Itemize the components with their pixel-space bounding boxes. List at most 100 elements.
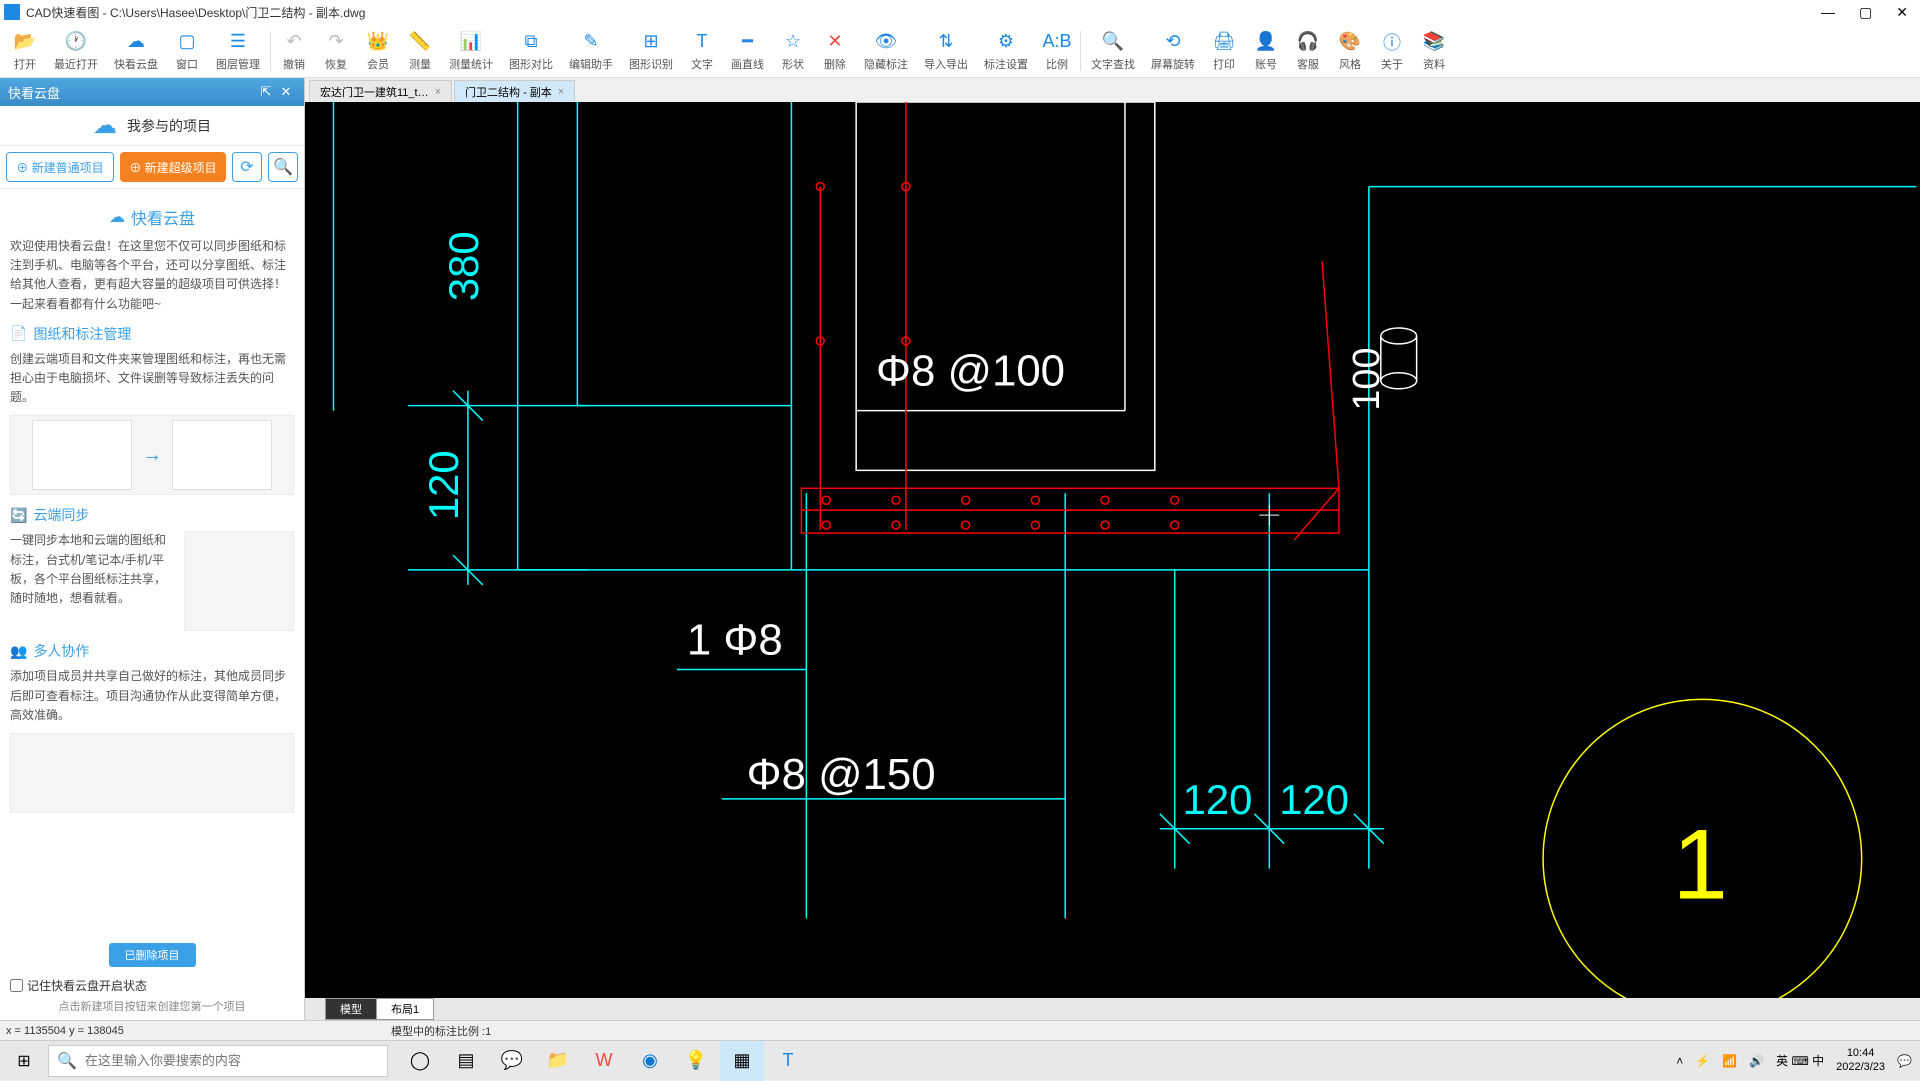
taskbar-search[interactable]: 🔍 <box>48 1045 388 1077</box>
tool-图层管理[interactable]: ☰图层管理 <box>208 25 268 77</box>
tool-编辑助手[interactable]: ✎编辑助手 <box>561 25 621 77</box>
tool-打开[interactable]: 📂打开 <box>4 25 46 77</box>
document-tab[interactable]: 门卫二结构 - 副本× <box>454 80 575 102</box>
maximize-button[interactable]: ▢ <box>1859 4 1872 21</box>
layout-tabs: 模型布局1 <box>305 998 1920 1020</box>
new-super-project-button[interactable]: ⊕ 新建超级项目 <box>120 152 226 182</box>
wechat-icon[interactable]: 💬 <box>490 1041 534 1081</box>
tool-icon: 📚 <box>1422 30 1446 54</box>
tray-ime[interactable]: 英 ⌨ 中 <box>1776 1052 1824 1069</box>
start-button[interactable]: ⊞ <box>0 1041 48 1081</box>
sidebar-pin-icon[interactable]: ⇱ <box>256 84 276 100</box>
tool-label: 图层管理 <box>216 56 260 72</box>
taskview-icon[interactable]: ◯ <box>398 1041 442 1081</box>
tool-最近打开[interactable]: 🕐最近打开 <box>46 25 106 77</box>
layout-tab[interactable]: 模型 <box>325 998 377 1020</box>
tray-wifi-icon[interactable]: 📶 <box>1722 1054 1737 1068</box>
tool-label: 打开 <box>14 56 36 72</box>
tool-撤销[interactable]: ↶撤销 <box>273 25 315 77</box>
explorer-icon[interactable]: 📁 <box>536 1041 580 1081</box>
tool-文字查找[interactable]: 🔍文字查找 <box>1083 25 1143 77</box>
tool-label: 图形识别 <box>629 56 673 72</box>
tray-chevron-icon[interactable]: ˄ <box>1676 1054 1683 1068</box>
tool-删除[interactable]: ✕删除 <box>814 25 856 77</box>
tool-导入导出[interactable]: ⇅导入导出 <box>916 25 976 77</box>
tool-label: 窗口 <box>176 56 198 72</box>
tray-volume-icon[interactable]: 🔊 <box>1749 1054 1764 1068</box>
illustration-box <box>32 420 132 490</box>
minimize-button[interactable]: — <box>1821 4 1835 21</box>
illustration-1: → <box>10 415 294 495</box>
app-icon <box>4 4 20 20</box>
app-icon-2[interactable]: 💡 <box>674 1041 718 1081</box>
cad-app-icon[interactable]: ▦ <box>720 1041 764 1081</box>
tool-文字[interactable]: T文字 <box>681 25 723 77</box>
tool-测量统计[interactable]: 📊测量统计 <box>441 25 501 77</box>
tool-画直线[interactable]: ━画直线 <box>723 25 772 77</box>
tool-label: 画直线 <box>731 56 764 72</box>
section-text-1: 创建云端项目和文件夹来管理图纸和标注，再也无需担心由于电脑损坏、文件误删等导致标… <box>10 350 294 408</box>
taskbar: ⊞ 🔍 ◯ ▤ 💬 📁 W ◉ 💡 ▦ T ˄ ⚡ 📶 🔊 英 ⌨ 中 10:4… <box>0 1040 1920 1080</box>
tool-icon: 👤 <box>1254 30 1278 54</box>
people-icon: 👥 <box>10 643 27 660</box>
tray-notifications-icon[interactable]: 💬 <box>1897 1054 1912 1068</box>
tool-图形对比[interactable]: ⧉图形对比 <box>501 25 561 77</box>
drawing-canvas[interactable]: 380 120 Φ8 @100 100 1 Φ8 Φ8 @150 120 120… <box>305 102 1920 998</box>
tool-label: 最近打开 <box>54 56 98 72</box>
sidebar-title: 快看云盘 <box>8 83 256 102</box>
refresh-button[interactable]: ⟳ <box>232 152 262 182</box>
tool-会员[interactable]: 👑会员 <box>357 25 399 77</box>
heading-1-label: 图纸和标注管理 <box>33 324 131 344</box>
tool-屏幕旋转[interactable]: ⟲屏幕旋转 <box>1143 25 1203 77</box>
new-normal-project-button[interactable]: ⊕ 新建普通项目 <box>6 152 114 182</box>
search-button[interactable]: 🔍 <box>268 152 298 182</box>
document-tab[interactable]: 宏达门卫一建筑11_t…× <box>309 80 452 102</box>
tool-标注设置[interactable]: ⚙标注设置 <box>976 25 1036 77</box>
section-text-2: 一键同步本地和云端的图纸和标注，台式机/笔记本/手机/平板，各个平台图纸标注共享… <box>10 531 176 608</box>
search-input[interactable] <box>85 1053 379 1068</box>
tray-clock[interactable]: 10:44 2022/3/23 <box>1836 1047 1885 1073</box>
section-heading-2: 🔄云端同步 <box>10 505 294 525</box>
tool-比例[interactable]: A:B比例 <box>1036 25 1078 77</box>
deleted-projects-button[interactable]: 已删除项目 <box>109 943 196 967</box>
sidebar-project-row[interactable]: ☁ 我参与的项目 <box>0 106 304 146</box>
tool-icon: ☁ <box>124 30 148 54</box>
brand-title: ☁快看云盘 <box>10 205 294 229</box>
tool-label: 会员 <box>367 56 389 72</box>
tab-close-icon[interactable]: × <box>435 86 441 98</box>
edge-icon[interactable]: ◉ <box>628 1041 672 1081</box>
sidebar-close-icon[interactable]: ✕ <box>276 84 296 100</box>
system-tray: ˄ ⚡ 📶 🔊 英 ⌨ 中 10:44 2022/3/23 💬 <box>1676 1047 1920 1073</box>
tool-风格[interactable]: 🎨风格 <box>1329 25 1371 77</box>
tool-打印[interactable]: 🖨打印 <box>1203 25 1245 77</box>
section-heading-1: 📄图纸和标注管理 <box>10 324 294 344</box>
tool-形状[interactable]: ☆形状 <box>772 25 814 77</box>
heading-2-label: 云端同步 <box>33 505 89 525</box>
tool-关于[interactable]: ⓘ关于 <box>1371 25 1413 77</box>
app-icon-3[interactable]: T <box>766 1041 810 1081</box>
tool-隐藏标注[interactable]: 👁隐藏标注 <box>856 25 916 77</box>
tool-图形识别[interactable]: ⊞图形识别 <box>621 25 681 77</box>
tool-资料[interactable]: 📚资料 <box>1413 25 1455 77</box>
footer-hint: 点击新建项目按钮来创建您第一个项目 <box>10 998 294 1014</box>
cad-drawing: 380 120 Φ8 @100 100 1 Φ8 Φ8 @150 120 120… <box>305 102 1920 998</box>
app-icon-1[interactable]: ▤ <box>444 1041 488 1081</box>
remember-checkbox-row[interactable]: 记住快看云盘开启状态 <box>10 973 294 998</box>
tab-close-icon[interactable]: × <box>558 86 564 98</box>
tool-账号[interactable]: 👤账号 <box>1245 25 1287 77</box>
arrow-icon: → <box>142 444 162 467</box>
layout-tab[interactable]: 布局1 <box>376 998 434 1020</box>
close-button[interactable]: ✕ <box>1896 4 1908 21</box>
tool-客服[interactable]: 🎧客服 <box>1287 25 1329 77</box>
tool-label: 导入导出 <box>924 56 968 72</box>
tool-窗口[interactable]: ▢窗口 <box>166 25 208 77</box>
illustration-2 <box>184 531 294 631</box>
sidebar-header: 快看云盘 ⇱ ✕ <box>0 78 304 106</box>
wps-icon[interactable]: W <box>582 1041 626 1081</box>
tool-测量[interactable]: 📏测量 <box>399 25 441 77</box>
tool-快看云盘[interactable]: ☁快看云盘 <box>106 25 166 77</box>
remember-checkbox[interactable] <box>10 979 23 992</box>
tray-network-icon[interactable]: ⚡ <box>1695 1054 1710 1068</box>
tool-icon: 🔍 <box>1101 30 1125 54</box>
tool-恢复[interactable]: ↷恢复 <box>315 25 357 77</box>
